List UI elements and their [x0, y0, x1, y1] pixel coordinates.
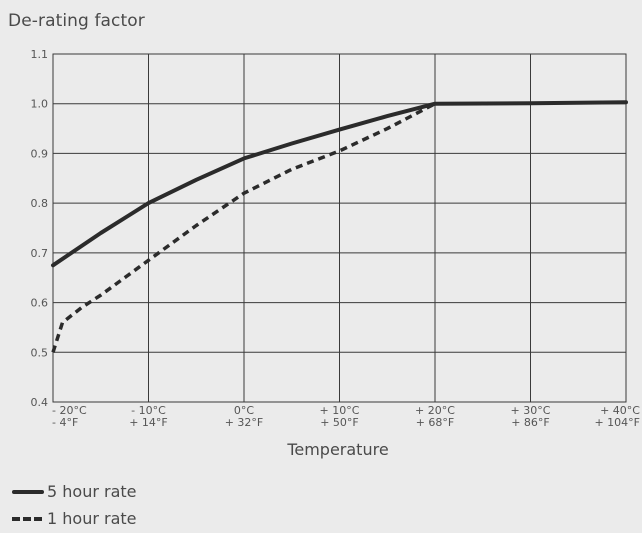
y-axis-title: De-rating factor — [8, 11, 145, 31]
legend-label: 1 hour rate — [47, 509, 137, 528]
x-axis-ticks: - 20°C- 4°F- 10°C+ 14°F0°C+ 32°F+ 10°C+ … — [52, 404, 640, 429]
y-tick-label: 0.9 — [31, 147, 49, 160]
legend-label: 5 hour rate — [47, 482, 137, 501]
x-axis-title: Temperature — [287, 440, 389, 459]
x-tick-label-celsius: - 20°C — [52, 404, 87, 417]
x-tick-label-celsius: + 20°C — [415, 404, 455, 417]
y-tick-label: 1.0 — [31, 98, 49, 111]
x-tick-label-fahrenheit: + 68°F — [416, 416, 455, 429]
x-tick-label-celsius: + 40°C — [600, 404, 640, 417]
legend-item-5-hour-rate: 5 hour rate — [12, 478, 137, 505]
x-tick-label-fahrenheit: + 14°F — [129, 416, 168, 429]
x-tick-label-fahrenheit: + 86°F — [511, 416, 550, 429]
legend-swatch-solid — [12, 489, 44, 494]
legend-item-1-hour-rate: 1 hour rate — [12, 505, 137, 532]
x-tick-label-celsius: + 30°C — [511, 404, 551, 417]
x-tick-label-fahrenheit: + 32°F — [225, 416, 264, 429]
y-tick-label: 0.7 — [31, 247, 49, 260]
y-tick-label: 0.6 — [31, 297, 49, 310]
chart-series — [51, 100, 628, 353]
chart-grid — [52, 53, 627, 403]
legend-swatch-dashed — [12, 516, 44, 521]
x-tick-label-fahrenheit: + 104°F — [594, 416, 640, 429]
y-tick-label: 0.4 — [31, 396, 49, 409]
x-tick-label-celsius: + 10°C — [320, 404, 360, 417]
series-line-1-hour-rate — [51, 102, 436, 353]
y-axis-ticks: 0.4 0.5 0.6 0.7 0.8 0.9 1.0 1.1 — [31, 48, 49, 409]
series-line-5-hour-rate — [51, 100, 628, 268]
legend: 5 hour rate 1 hour rate — [12, 478, 137, 532]
y-tick-label: 0.5 — [31, 346, 49, 359]
y-tick-label: 1.1 — [31, 48, 49, 61]
x-tick-label-fahrenheit: - 4°F — [52, 416, 78, 429]
x-tick-label-celsius: - 10°C — [131, 404, 166, 417]
y-tick-label: 0.8 — [31, 197, 49, 210]
x-tick-label-fahrenheit: + 50°F — [320, 416, 359, 429]
x-tick-label-celsius: 0°C — [234, 404, 254, 417]
